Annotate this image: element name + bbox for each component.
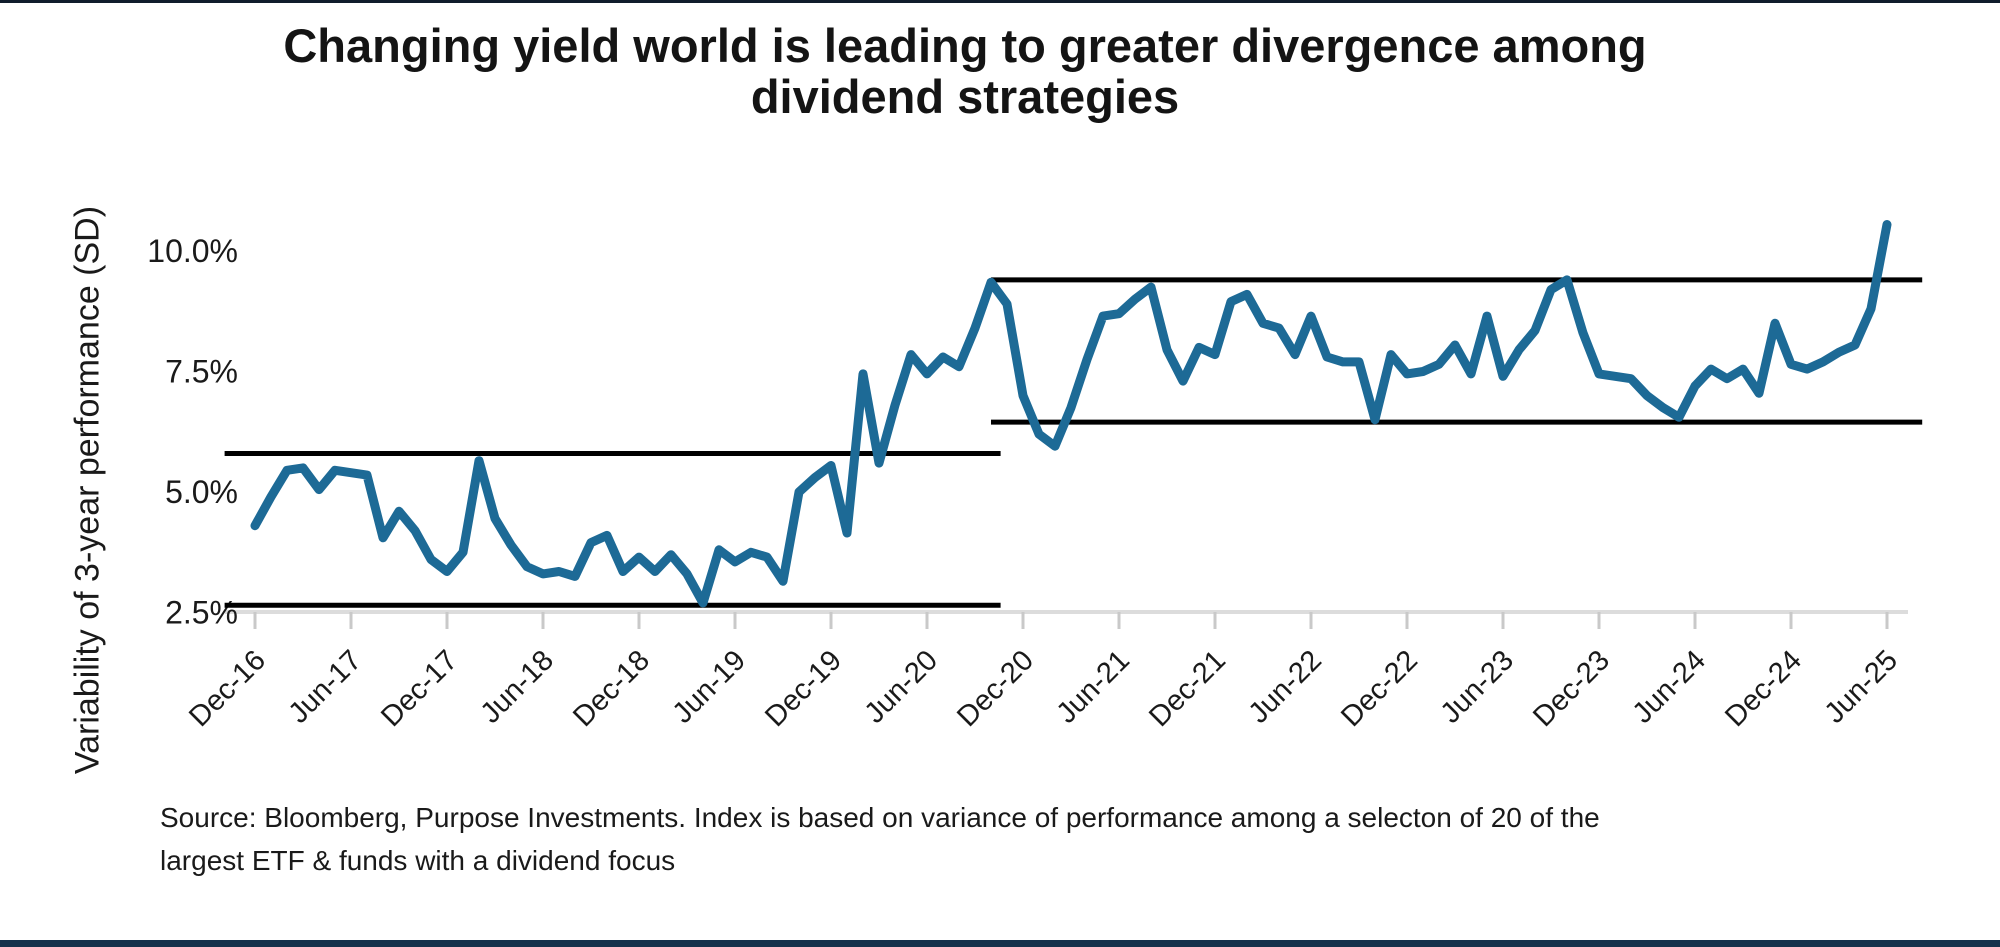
x-axis-tick-label: Dec-18 [567, 644, 656, 733]
source-note-line1: Source: Bloomberg, Purpose Investments. … [160, 802, 1600, 833]
chart-title-line1: Changing yield world is leading to great… [283, 19, 1647, 72]
source-note: Source: Bloomberg, Purpose Investments. … [160, 796, 1600, 882]
series-line-variability [250, 220, 1892, 608]
x-axis-tick-label: Jun-21 [1051, 644, 1136, 729]
y-axis-tick-label: 10.0% [147, 233, 238, 269]
x-axis-tick-label: Dec-17 [375, 644, 464, 733]
x-axis-tick-label: Jun-19 [667, 644, 752, 729]
x-axis-tick-label: Dec-24 [1719, 644, 1808, 733]
x-axis-tick-label: Jun-20 [859, 644, 944, 729]
top-border [0, 0, 2000, 3]
y-axis-tick-label: 7.5% [165, 354, 238, 390]
bottom-bar [0, 940, 2000, 947]
y-axis-tick-label: 2.5% [165, 595, 238, 631]
y-axis-tick-label: 5.0% [165, 474, 238, 510]
x-axis-tick-label: Jun-25 [1819, 644, 1904, 729]
x-axis-tick-label: Jun-17 [283, 644, 368, 729]
x-axis-tick-label: Jun-23 [1435, 644, 1520, 729]
x-axis-tick-label: Dec-22 [1335, 644, 1424, 733]
x-axis-tick-label: Dec-23 [1527, 644, 1616, 733]
x-axis-tick-label: Dec-19 [759, 644, 848, 733]
x-axis-tick-label: Dec-16 [183, 644, 272, 733]
x-axis-tick-label: Jun-22 [1243, 644, 1328, 729]
x-axis-tick-label: Dec-20 [951, 644, 1040, 733]
x-axis-tick-label: Jun-24 [1627, 644, 1712, 729]
source-note-line2: largest ETF & funds with a dividend focu… [160, 845, 676, 876]
x-axis-tick-label: Jun-18 [475, 644, 560, 729]
chart-title-line2: dividend strategies [750, 70, 1180, 123]
x-axis-tick-label: Dec-21 [1143, 644, 1232, 733]
chart-title: Changing yield world is leading to great… [0, 20, 1930, 122]
